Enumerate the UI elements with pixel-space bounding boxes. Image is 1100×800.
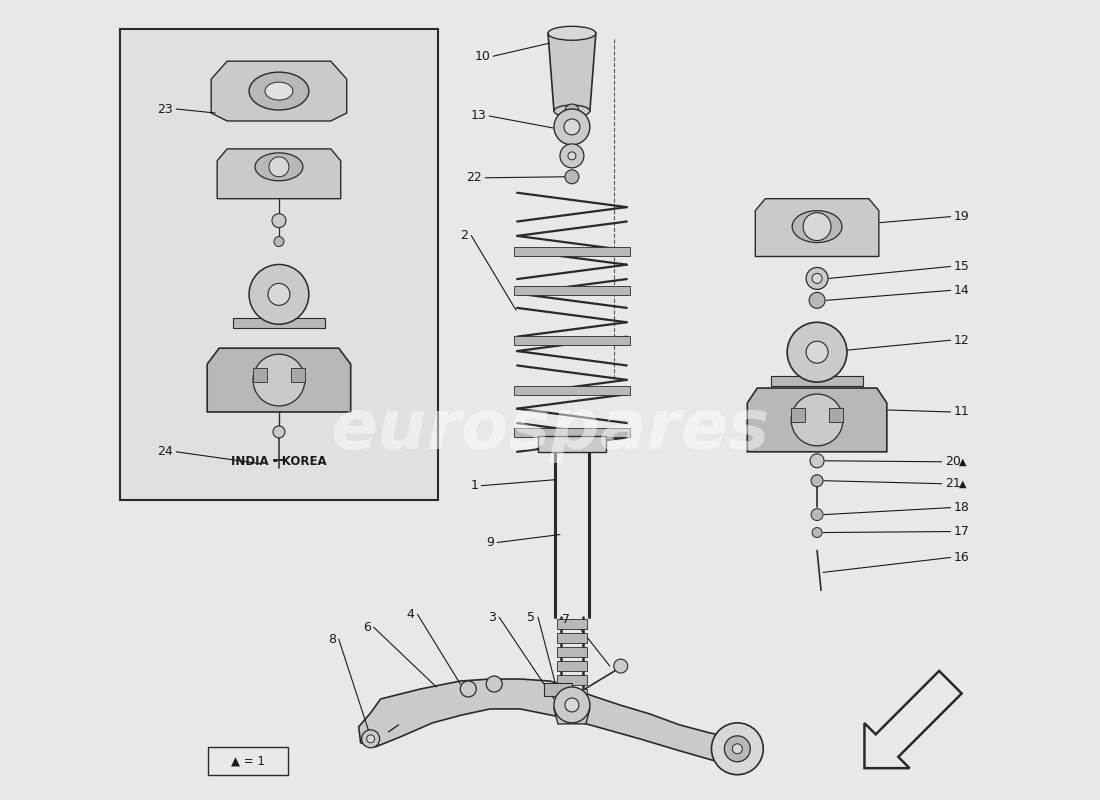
Circle shape: [486, 676, 503, 692]
Circle shape: [273, 426, 285, 438]
Ellipse shape: [792, 210, 842, 242]
Text: 14: 14: [954, 284, 969, 297]
Circle shape: [811, 509, 823, 521]
Circle shape: [812, 274, 822, 283]
Bar: [514, 386, 629, 395]
Circle shape: [788, 322, 847, 382]
Circle shape: [362, 730, 380, 748]
Bar: [120, 30, 439, 500]
Polygon shape: [207, 348, 351, 412]
Text: ▲ = 1: ▲ = 1: [231, 754, 265, 767]
Circle shape: [810, 292, 825, 308]
Text: 18: 18: [954, 501, 969, 514]
Circle shape: [564, 119, 580, 135]
Text: 3: 3: [488, 610, 496, 624]
Polygon shape: [211, 61, 346, 121]
Circle shape: [725, 736, 750, 762]
Text: 22: 22: [466, 171, 482, 184]
Text: 15: 15: [954, 260, 969, 273]
Circle shape: [565, 170, 579, 184]
Text: 17: 17: [954, 525, 969, 538]
Text: 21: 21: [945, 478, 960, 490]
Polygon shape: [359, 679, 749, 762]
Bar: [544, 683, 572, 696]
Text: 11: 11: [954, 406, 969, 418]
Circle shape: [270, 157, 289, 177]
Text: 16: 16: [954, 551, 969, 564]
Text: 23: 23: [157, 102, 174, 115]
Text: 6: 6: [363, 621, 371, 634]
Polygon shape: [217, 149, 341, 198]
Ellipse shape: [554, 105, 590, 117]
Text: INDIA - KOREA: INDIA - KOREA: [231, 455, 327, 468]
Bar: [557, 689, 587, 699]
Bar: [253, 368, 267, 382]
Bar: [538, 436, 606, 452]
Bar: [829, 408, 843, 422]
Text: ▲: ▲: [958, 457, 966, 466]
Bar: [514, 246, 629, 255]
Text: 9: 9: [486, 536, 494, 549]
Bar: [208, 746, 288, 774]
Text: 2: 2: [461, 229, 469, 242]
Ellipse shape: [548, 26, 596, 40]
Ellipse shape: [249, 72, 309, 110]
Circle shape: [791, 394, 843, 446]
Bar: [290, 368, 305, 382]
Text: 19: 19: [954, 210, 969, 223]
Text: 10: 10: [474, 50, 491, 62]
Text: 1: 1: [471, 479, 478, 492]
Text: 8: 8: [328, 633, 336, 646]
Circle shape: [560, 144, 584, 168]
Bar: [557, 661, 587, 671]
Circle shape: [253, 354, 305, 406]
Polygon shape: [548, 34, 596, 111]
Bar: [791, 408, 805, 422]
Circle shape: [554, 109, 590, 145]
Bar: [514, 428, 629, 437]
Bar: [557, 619, 587, 630]
Bar: [514, 286, 629, 295]
Ellipse shape: [255, 153, 302, 181]
Text: ▲: ▲: [958, 478, 966, 489]
Text: 24: 24: [157, 446, 174, 458]
Circle shape: [460, 681, 476, 697]
Circle shape: [810, 454, 824, 468]
Bar: [557, 633, 587, 643]
Circle shape: [274, 237, 284, 246]
Circle shape: [806, 342, 828, 363]
Circle shape: [272, 214, 286, 228]
Circle shape: [249, 265, 309, 324]
Ellipse shape: [265, 82, 293, 100]
Circle shape: [554, 687, 590, 723]
Polygon shape: [554, 694, 590, 724]
Circle shape: [811, 474, 823, 486]
Polygon shape: [747, 388, 887, 452]
Bar: [514, 336, 629, 345]
Text: 12: 12: [954, 334, 969, 346]
Circle shape: [803, 213, 830, 241]
Text: 13: 13: [471, 110, 486, 122]
Circle shape: [366, 735, 375, 743]
Text: 20: 20: [945, 455, 960, 468]
Circle shape: [568, 152, 576, 160]
Circle shape: [565, 104, 579, 118]
Circle shape: [806, 267, 828, 290]
Polygon shape: [771, 376, 862, 386]
Text: 4: 4: [407, 608, 415, 621]
Text: eurospares: eurospares: [330, 396, 770, 463]
Polygon shape: [233, 318, 324, 328]
Bar: [557, 675, 587, 685]
Text: 5: 5: [527, 610, 535, 624]
Circle shape: [712, 723, 763, 774]
Circle shape: [565, 698, 579, 712]
Circle shape: [812, 527, 822, 538]
Circle shape: [614, 659, 628, 673]
Bar: [557, 647, 587, 657]
Circle shape: [268, 283, 290, 306]
Circle shape: [733, 744, 742, 754]
Polygon shape: [756, 198, 879, 257]
Text: 7: 7: [562, 613, 570, 626]
